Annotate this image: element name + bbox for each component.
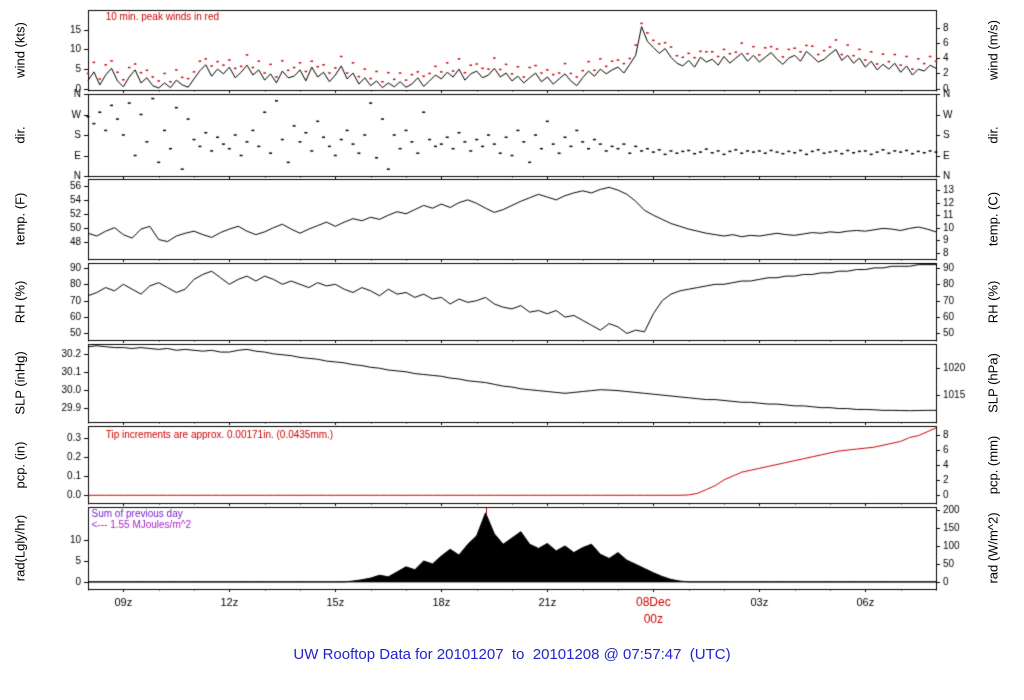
figure-caption: UW Rooftop Data for 20101207 to 20101208… (293, 646, 731, 663)
rad-ylabel-right: rad (W/m^2) (985, 512, 1001, 584)
temp-ylabel-right: temp. (C) (985, 191, 1001, 247)
temp-ylabel-left: temp. (F) (12, 192, 28, 246)
wind-ylabel-left: wind (kts) (12, 22, 28, 78)
pcp-ylabel-left: pcp. (in) (12, 441, 28, 488)
wind-ylabel-right: wind (m/s) (985, 20, 1001, 80)
dir-ylabel-right: dir. (985, 126, 1001, 144)
pcp-ylabel-right: pcp. (mm) (985, 435, 1001, 494)
rh-ylabel-left: RH (%) (12, 280, 28, 323)
slp-ylabel-right: SLP (hPa) (985, 353, 1001, 413)
slp-ylabel-left: SLP (inHg) (12, 351, 28, 415)
rh-ylabel-right: RH (%) (985, 280, 1001, 323)
dir-ylabel-left: dir. (12, 126, 28, 144)
rad-ylabel-left: rad(Lgly/hr) (12, 514, 28, 582)
